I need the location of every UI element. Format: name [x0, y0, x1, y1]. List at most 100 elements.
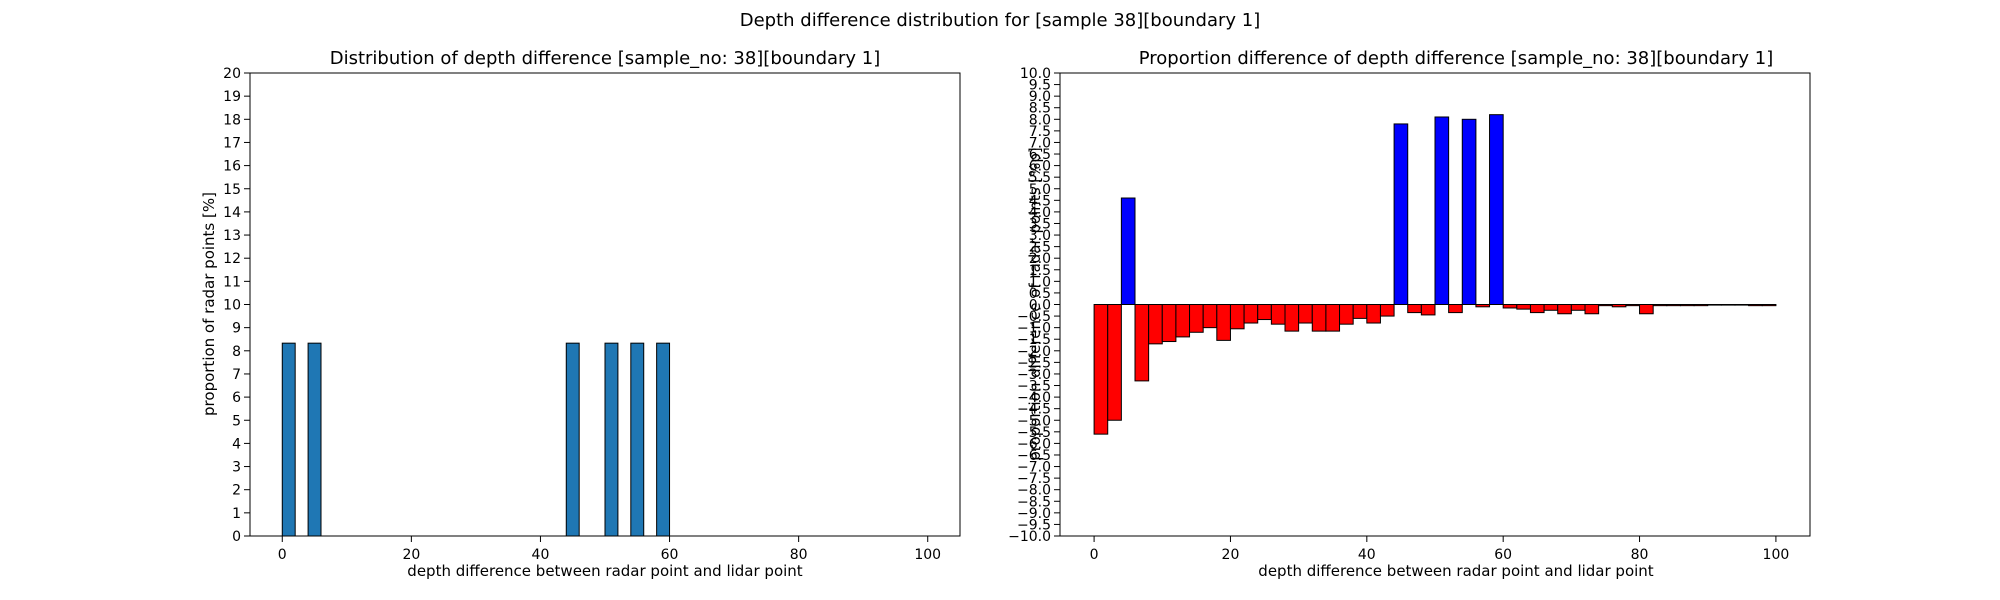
x-tick-label: 80: [1631, 547, 1649, 563]
right-bar: [1652, 304, 1668, 307]
y-tick-label: 8.0: [1029, 112, 1051, 128]
right-bar: [1748, 304, 1763, 307]
right-bar: [1161, 304, 1177, 343]
y-tick-label: 19: [223, 89, 241, 105]
y-tick-label: 9.5: [1029, 78, 1051, 94]
y-tick-label: 7.0: [1029, 135, 1051, 151]
right-bar: [1611, 304, 1627, 308]
x-tick-label: 40: [532, 547, 550, 563]
left-bar: [630, 342, 645, 537]
right-bar: [1666, 304, 1681, 307]
right-bar: [1461, 118, 1477, 305]
figure-suptitle: Depth difference distribution for [sampl…: [740, 10, 1261, 31]
y-tick-label: 2.5: [1029, 240, 1051, 256]
y-tick-label: 14: [223, 205, 241, 221]
right-bar: [1693, 304, 1709, 307]
y-tick-label: 6: [232, 390, 241, 406]
right-bar: [1284, 304, 1300, 332]
left-y-axis-label: proportion of radar points [%]: [200, 192, 218, 416]
right-bar: [1379, 304, 1395, 317]
y-tick-label: 6.0: [1029, 159, 1051, 175]
right-bar: [1093, 304, 1109, 435]
y-tick-label: −4.0: [1017, 390, 1051, 406]
right-bar: [1516, 304, 1531, 310]
right-bar: [1407, 304, 1422, 314]
y-tick-label: 16: [223, 159, 241, 175]
y-tick-label: 17: [223, 135, 241, 151]
right-bar: [1311, 304, 1327, 332]
x-tick-label: 60: [1494, 547, 1512, 563]
y-tick-label: 18: [223, 112, 241, 128]
x-tick-label: 40: [1358, 547, 1376, 563]
y-tick-label: −5.0: [1017, 413, 1051, 429]
y-tick-label: −0.5: [1017, 309, 1051, 325]
right-bar: [1339, 304, 1354, 325]
right-bar: [1202, 304, 1218, 329]
right-bar: [1598, 304, 1613, 307]
right-y-axis-label: proportion difference of radar points [%…: [1026, 147, 1044, 461]
right-bar: [1475, 304, 1491, 308]
right-bar: [1352, 304, 1368, 319]
y-tick-label: −9.0: [1017, 506, 1051, 522]
right-bar: [1393, 123, 1409, 306]
right-bar: [1625, 304, 1641, 307]
y-tick-label: 1.5: [1029, 263, 1051, 279]
y-tick-label: 1.0: [1029, 274, 1051, 290]
y-tick-label: 20: [223, 66, 241, 82]
y-tick-label: 5: [232, 413, 241, 429]
right-bar: [1216, 304, 1231, 341]
y-tick-label: −7.5: [1017, 471, 1051, 487]
x-tick-label: 80: [790, 547, 808, 563]
y-tick-label: −4.5: [1017, 402, 1051, 418]
y-tick-label: −9.5: [1017, 517, 1051, 533]
right-bar: [1761, 304, 1777, 307]
y-tick-label: 9: [232, 321, 241, 337]
right-bar: [1120, 197, 1136, 305]
y-tick-label: 0.0: [1029, 298, 1051, 314]
y-tick-label: 12: [223, 251, 241, 267]
y-tick-label: −8.0: [1017, 483, 1051, 499]
y-tick-label: −1.5: [1017, 332, 1051, 348]
right-bar: [1570, 304, 1586, 311]
left-x-axis-label: depth difference between radar point and…: [407, 562, 803, 580]
left-x-ticks: 0 20 40 60 80 100: [278, 536, 941, 563]
right-bar: [1720, 304, 1736, 306]
y-tick-label: 4.0: [1029, 205, 1051, 221]
x-tick-label: 20: [402, 547, 420, 563]
y-tick-label: 8.5: [1029, 101, 1051, 117]
y-tick-label: −6.5: [1017, 448, 1051, 464]
y-tick-label: 3.0: [1029, 228, 1051, 244]
y-tick-label: 0: [232, 529, 241, 545]
right-bar: [1270, 304, 1286, 325]
left-bar: [604, 342, 619, 537]
left-bars: [281, 342, 671, 537]
y-tick-label: −6.0: [1017, 436, 1051, 452]
y-tick-label: 13: [223, 228, 241, 244]
y-tick-label: −7.0: [1017, 460, 1051, 476]
right-bar: [1325, 304, 1341, 332]
right-bar: [1639, 304, 1654, 315]
x-tick-label: 60: [661, 547, 679, 563]
right-bar: [1584, 304, 1600, 315]
y-tick-label: 1: [232, 506, 241, 522]
y-tick-label: 5.5: [1029, 170, 1051, 186]
y-tick-label: 3.5: [1029, 216, 1051, 232]
y-tick-label: 6.5: [1029, 147, 1051, 163]
right-bar: [1134, 304, 1150, 382]
y-tick-label: −5.5: [1017, 425, 1051, 441]
right-bar: [1434, 116, 1450, 305]
x-tick-label: 100: [1763, 547, 1790, 563]
y-tick-label: 3: [232, 460, 241, 476]
y-tick-label: −10.0: [1008, 529, 1051, 545]
x-tick-label: 0: [1090, 547, 1099, 563]
right-bar: [1420, 304, 1436, 316]
y-tick-label: 11: [223, 274, 241, 290]
y-tick-label: −2.0: [1017, 344, 1051, 360]
right-bar: [1734, 304, 1750, 306]
y-tick-label: −3.0: [1017, 367, 1051, 383]
y-tick-label: 2.0: [1029, 251, 1051, 267]
right-y-ticks: −10.0−9.5−9.0−8.5−8.0−7.5−7.0−6.5−6.0−5.…: [1008, 66, 1060, 545]
y-tick-label: 7: [232, 367, 241, 383]
